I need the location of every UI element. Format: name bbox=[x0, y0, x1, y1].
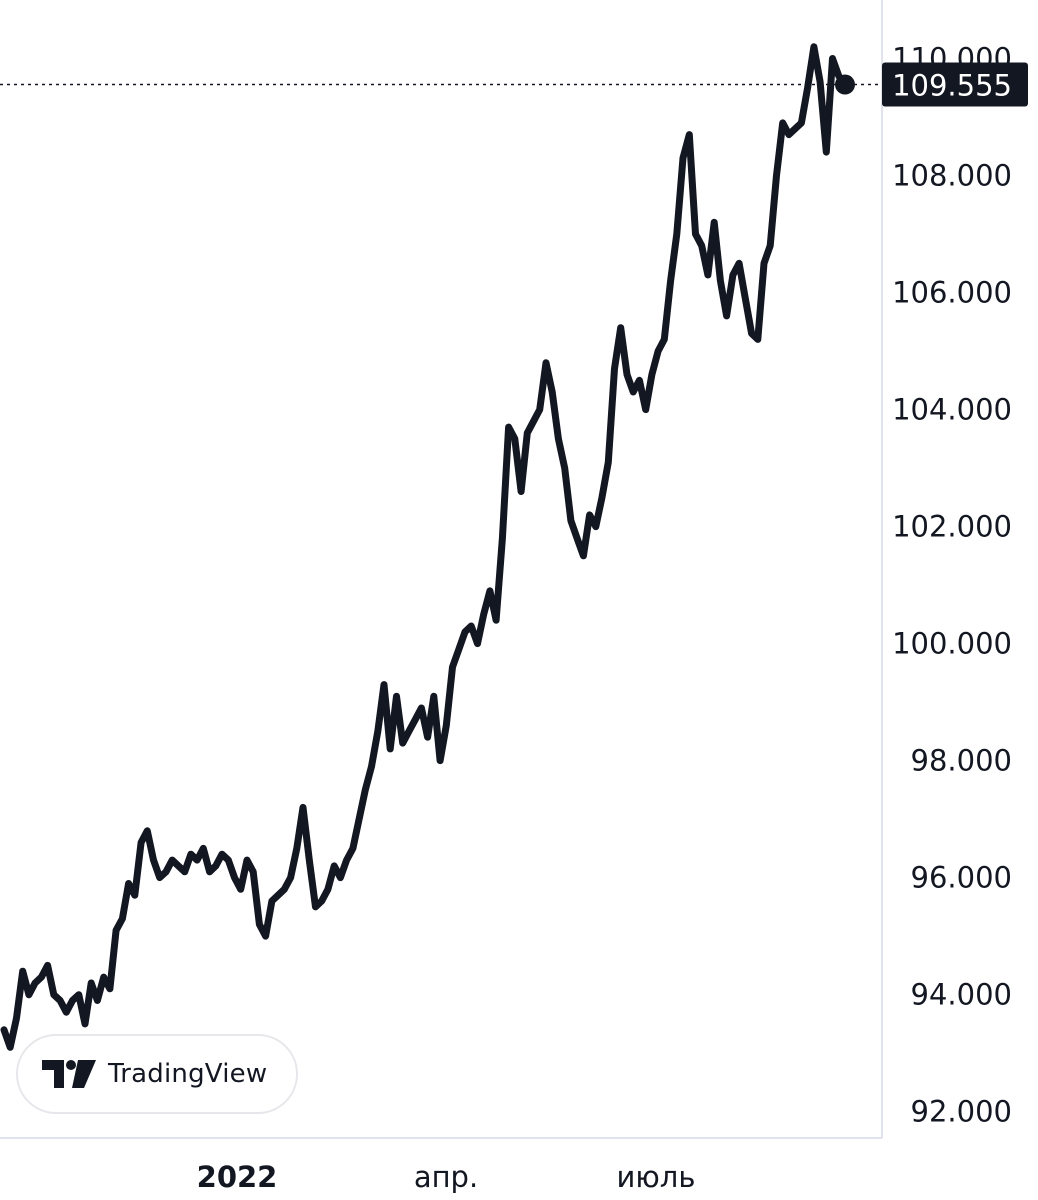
y-tick-label: 108.000 bbox=[892, 159, 1012, 193]
x-tick-label: июль bbox=[617, 1160, 696, 1194]
y-tick-label: 94.000 bbox=[911, 978, 1012, 1012]
y-tick-label: 100.000 bbox=[892, 627, 1012, 661]
y-tick-label: 96.000 bbox=[911, 861, 1012, 895]
last-price-dot bbox=[835, 74, 855, 95]
y-axis: 92.000 94.000 96.000 98.000 100.000 102.000 10… bbox=[892, 42, 1012, 1129]
series-layer bbox=[0, 43, 849, 1051]
y-tick-label: 92.000 bbox=[911, 1095, 1012, 1129]
x-tick-label: апр. bbox=[414, 1160, 478, 1194]
tradingview-logo-icon bbox=[42, 1060, 96, 1088]
x-tick-label: 2022 bbox=[197, 1160, 278, 1194]
y-tick-label: 104.000 bbox=[892, 393, 1012, 427]
last-price-layer: 109.555 bbox=[0, 62, 1028, 107]
tradingview-watermark[interactable]: TradingView bbox=[16, 1034, 298, 1114]
last-price-label: 109.555 bbox=[892, 69, 1012, 103]
last-price-badge bbox=[882, 62, 1028, 107]
tradingview-wordmark: TradingView bbox=[108, 1059, 268, 1089]
y-tick-label: 98.000 bbox=[911, 744, 1012, 778]
y-tick-label: 102.000 bbox=[892, 510, 1012, 544]
chart-frame bbox=[0, 0, 883, 1139]
y-tick-label: 106.000 bbox=[892, 276, 1012, 310]
x-axis: 2022 апр. июль bbox=[197, 1160, 696, 1194]
price-series-line bbox=[0, 43, 849, 1051]
